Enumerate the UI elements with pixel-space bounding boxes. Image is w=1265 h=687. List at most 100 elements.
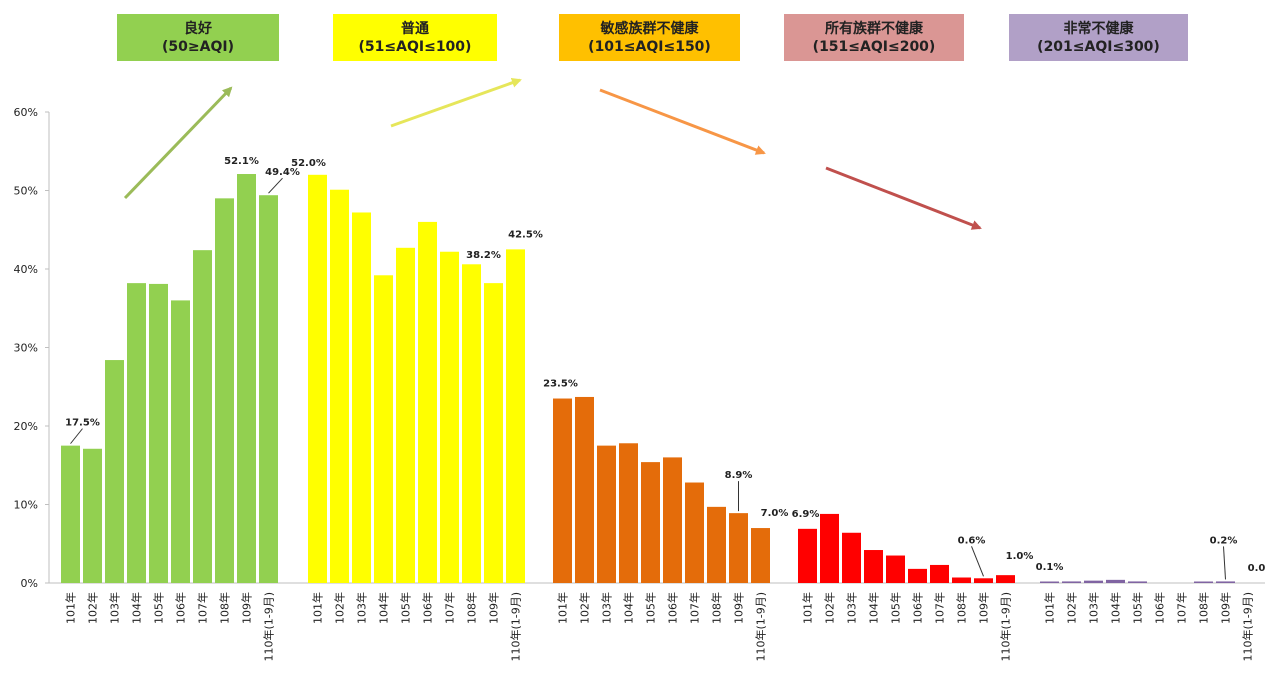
legend-good-range: (50≥AQI) bbox=[162, 38, 234, 55]
data-label: 7.0% bbox=[761, 508, 789, 519]
x-tick-label: 102年 bbox=[333, 592, 347, 624]
y-tick-label: 40% bbox=[14, 263, 38, 276]
x-tick-label: 107年 bbox=[688, 592, 702, 624]
data-label-leader bbox=[268, 177, 283, 194]
data-label: 0.2% bbox=[1210, 535, 1238, 546]
y-tick-label: 60% bbox=[14, 106, 38, 119]
legend-sensitive-range: (101≤AQI≤150) bbox=[588, 38, 711, 55]
bar bbox=[127, 283, 146, 583]
bar bbox=[597, 445, 616, 583]
legend-unhealthy: 所有族群不健康 (151≤AQI≤200) bbox=[784, 14, 964, 61]
bar bbox=[663, 457, 682, 583]
x-tick-label: 102年 bbox=[578, 592, 592, 624]
x-tick-label: 109年 bbox=[1219, 592, 1233, 624]
bar bbox=[974, 578, 993, 583]
x-tick-label: 104年 bbox=[377, 592, 391, 624]
data-label: 52.0% bbox=[291, 158, 326, 169]
x-tick-label: 104年 bbox=[867, 592, 881, 624]
y-tick-label: 50% bbox=[14, 185, 38, 198]
y-tick-label: 0% bbox=[21, 577, 38, 590]
legend-unhealthy-range: (151≤AQI≤200) bbox=[812, 38, 936, 55]
data-label: 0.1% bbox=[1036, 562, 1064, 573]
x-tick-label: 101年 bbox=[801, 592, 815, 624]
x-tick-label: 109年 bbox=[240, 592, 254, 624]
x-tick-label: 108年 bbox=[1197, 592, 1211, 624]
bar bbox=[842, 532, 861, 583]
bar bbox=[484, 283, 503, 583]
bar bbox=[83, 448, 102, 583]
bar bbox=[729, 513, 748, 583]
bar bbox=[641, 462, 660, 583]
x-tick-label: 108年 bbox=[955, 592, 969, 624]
x-tick-label: 104年 bbox=[130, 592, 144, 624]
x-tick-label: 102年 bbox=[823, 592, 837, 624]
legend-moderate-name: 普通 bbox=[401, 20, 429, 37]
bar bbox=[440, 251, 459, 584]
data-label: 0.6% bbox=[958, 535, 986, 546]
trend-arrow bbox=[599, 88, 766, 155]
x-tick-label: 107年 bbox=[443, 592, 457, 624]
x-tick-label: 109年 bbox=[732, 592, 746, 624]
bar bbox=[908, 568, 927, 583]
bar bbox=[707, 506, 726, 583]
x-tick-label: 106年 bbox=[174, 592, 188, 624]
data-label: 1.0% bbox=[1006, 551, 1034, 562]
data-label: 6.9% bbox=[792, 509, 820, 520]
bar bbox=[751, 528, 770, 583]
data-label: 42.5% bbox=[508, 229, 543, 240]
x-tick-label: 105年 bbox=[399, 592, 413, 624]
trend-arrow bbox=[123, 86, 233, 200]
legend-very-unhealthy-range: (201≤AQI≤300) bbox=[1037, 38, 1160, 55]
x-tick-label: 101年 bbox=[556, 592, 570, 624]
x-tick-label: 101年 bbox=[64, 592, 78, 624]
data-label: 17.5% bbox=[65, 418, 100, 429]
x-tick-label: 104年 bbox=[1109, 592, 1123, 624]
bar bbox=[193, 250, 212, 583]
bar bbox=[798, 528, 817, 583]
legend-sensitive-name: 敏感族群不健康 bbox=[600, 20, 699, 37]
bar bbox=[105, 360, 124, 583]
x-tick-label: 106年 bbox=[1153, 592, 1167, 624]
x-tick-label: 106年 bbox=[911, 592, 925, 624]
legend-good-name: 良好 bbox=[184, 20, 212, 37]
x-tick-label: 110年(1-9月) bbox=[262, 592, 276, 662]
x-tick-label: 107年 bbox=[1175, 592, 1189, 624]
bar bbox=[215, 198, 234, 583]
bar bbox=[171, 300, 190, 583]
data-label-leader bbox=[70, 428, 83, 444]
bar bbox=[1216, 581, 1235, 583]
x-tick-label: 103年 bbox=[355, 592, 369, 624]
x-tick-label: 108年 bbox=[218, 592, 232, 624]
data-label: 8.9% bbox=[725, 470, 753, 481]
x-tick-label: 107年 bbox=[933, 592, 947, 624]
bar bbox=[1128, 581, 1147, 583]
x-tick-label: 105年 bbox=[644, 592, 658, 624]
x-tick-label: 110年(1-9月) bbox=[999, 592, 1013, 662]
bar bbox=[259, 195, 278, 583]
bar bbox=[237, 174, 256, 583]
bar bbox=[308, 174, 327, 584]
bar bbox=[506, 249, 525, 583]
bar bbox=[462, 264, 481, 583]
x-tick-label: 102年 bbox=[1065, 592, 1079, 624]
bar bbox=[374, 275, 393, 583]
x-tick-label: 102年 bbox=[86, 592, 100, 624]
data-label: 0.0% bbox=[1248, 563, 1265, 574]
legend-sensitive: 敏感族群不健康 (101≤AQI≤150) bbox=[559, 14, 740, 61]
bar bbox=[61, 445, 80, 583]
legend-unhealthy-name: 所有族群不健康 bbox=[825, 20, 923, 37]
x-tick-label: 101年 bbox=[1043, 592, 1057, 624]
bar bbox=[996, 575, 1015, 583]
x-tick-label: 103年 bbox=[600, 592, 614, 624]
bar bbox=[619, 443, 638, 583]
bar bbox=[1040, 581, 1059, 583]
x-tick-label: 104年 bbox=[622, 592, 636, 624]
legend-moderate-range: (51≤AQI≤100) bbox=[358, 38, 472, 55]
x-tick-label: 103年 bbox=[845, 592, 859, 624]
trend-arrow bbox=[825, 166, 982, 230]
data-label: 38.2% bbox=[466, 250, 501, 261]
bar bbox=[330, 189, 349, 583]
x-tick-label: 110年(1-9月) bbox=[754, 592, 768, 662]
trend-arrow bbox=[390, 77, 522, 128]
bar bbox=[820, 513, 839, 583]
